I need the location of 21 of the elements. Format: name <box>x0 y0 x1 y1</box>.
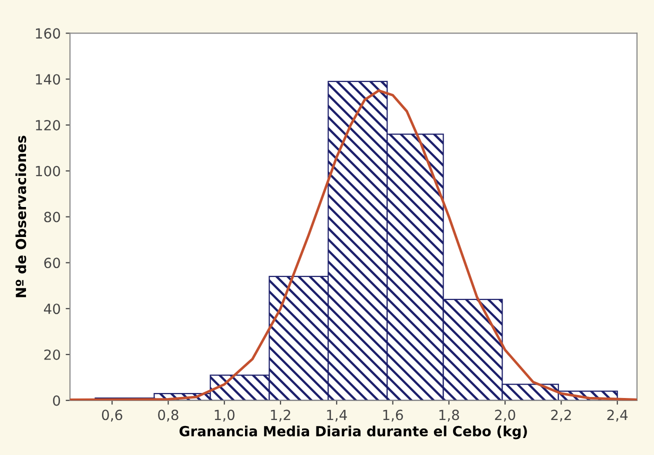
x-tick-label: 1,8 <box>439 410 460 422</box>
y-tick-label: 120 <box>36 120 60 130</box>
x-tick-label: 0,8 <box>158 410 178 422</box>
y-axis-title: Nº de Observaciones <box>15 136 26 298</box>
y-tick-label: 140 <box>36 74 60 85</box>
x-tick-label: 2,4 <box>607 410 628 422</box>
x-tick-label: 1,2 <box>270 410 290 422</box>
y-tick-label: 160 <box>36 28 60 39</box>
x-tick-label: 0,6 <box>102 410 122 422</box>
x-tick-label: 2,2 <box>551 410 571 422</box>
x-tick-label: 2,0 <box>495 410 516 422</box>
y-tick-label: 40 <box>44 304 60 314</box>
x-tick-label: 1,4 <box>327 410 347 422</box>
y-tick-label: 80 <box>44 212 60 222</box>
y-tick-label: 20 <box>44 349 60 360</box>
x-tick-label: 1,0 <box>214 410 234 422</box>
y-tick-label: 100 <box>36 166 60 176</box>
x-tick-label: 1,6 <box>383 410 403 422</box>
y-tick-label: 0 <box>53 395 60 406</box>
x-axis-title: Granancia Media Diaria durante el Cebo (kg) <box>180 426 527 440</box>
y-tick-label: 60 <box>44 258 60 268</box>
